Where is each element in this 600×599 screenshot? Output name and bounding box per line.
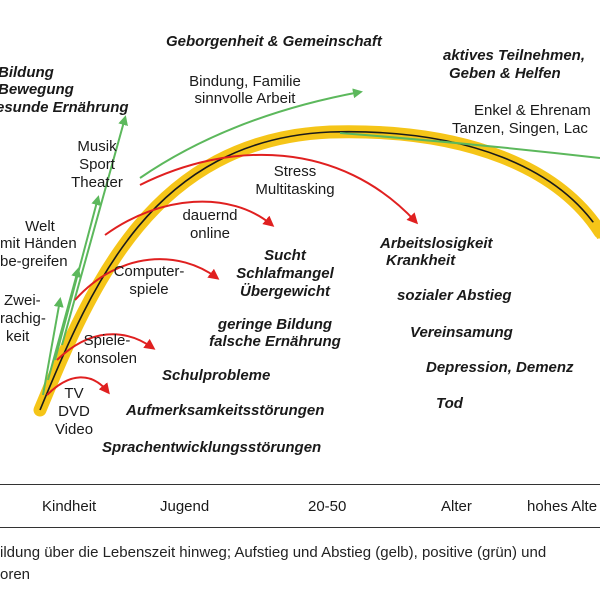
label-sport: Sport bbox=[79, 156, 115, 173]
label-dvd: DVD bbox=[58, 403, 90, 420]
green-arrow-bildung bbox=[61, 115, 128, 346]
caption-line-1: ildung über die Lebenszeit hinweg; Aufst… bbox=[0, 544, 547, 561]
label-stress-1: Stress bbox=[273, 163, 317, 180]
label-schlafmangel: Schlafmangel bbox=[236, 265, 334, 282]
green-arrow-enkel bbox=[339, 132, 600, 159]
axis-bottom-line bbox=[0, 527, 600, 528]
tick-alter: Alter bbox=[441, 498, 472, 515]
label-tod: Tod bbox=[436, 395, 463, 412]
red-arrow-computer bbox=[74, 258, 220, 301]
label-video: Video bbox=[54, 421, 94, 438]
red-arrow-spiele bbox=[56, 333, 156, 361]
label-aktives-1: aktives Teilnehmen, bbox=[443, 47, 586, 64]
label-depression: Depression, Demenz bbox=[426, 359, 574, 376]
label-sozialer-abstieg: sozialer Abstieg bbox=[397, 287, 512, 304]
label-enkel-2: Tanzen, Singen, Lac bbox=[452, 120, 588, 137]
green-arrow-zwei bbox=[42, 297, 64, 396]
label-musik: Musik bbox=[77, 138, 117, 155]
label-zwei-1: Zwei- bbox=[4, 292, 41, 309]
label-tv: TV bbox=[64, 385, 84, 402]
life-curve-line bbox=[39, 130, 600, 411]
label-bindung-2: sinnvolle Arbeit bbox=[194, 90, 296, 107]
label-geborgenheit: Geborgenheit & Gemeinschaft bbox=[166, 33, 382, 50]
label-welt-1: Welt bbox=[25, 218, 55, 235]
label-theater: Theater bbox=[71, 174, 123, 191]
red-arrow-online bbox=[104, 200, 275, 236]
green-arrow-bindung bbox=[139, 88, 363, 179]
label-sucht: Sucht bbox=[264, 247, 306, 264]
label-dauernd-1: dauernd bbox=[182, 207, 238, 224]
label-zwei-3: keit bbox=[6, 328, 30, 345]
label-bildung-2: Bewegung bbox=[0, 81, 74, 98]
label-zwei-2: rachig- bbox=[0, 310, 46, 327]
green-arrow-musik bbox=[54, 195, 102, 361]
label-bindung-1: Bindung, Familie bbox=[189, 73, 301, 90]
label-computer-1: Computer- bbox=[113, 263, 185, 280]
label-stress-2: Multitasking bbox=[255, 181, 335, 198]
label-arbeitslosigkeit: Arbeitslosigkeit bbox=[380, 235, 493, 252]
label-bildung-3: esunde Ernährung bbox=[0, 99, 129, 116]
label-schulprobleme: Schulprobleme bbox=[162, 367, 271, 384]
figure-caption: ildung über die Lebenszeit hinweg; Aufst… bbox=[0, 542, 600, 586]
label-aktives-2: Geben & Helfen bbox=[449, 65, 561, 82]
label-bildung-1: Bildung bbox=[0, 64, 54, 81]
label-welt-2: mit Händen bbox=[0, 235, 77, 252]
tick-20-50: 20-50 bbox=[308, 498, 347, 515]
tick-kindheit: Kindheit bbox=[42, 498, 97, 515]
label-sprachentwicklung: Sprachentwicklungsstörungen bbox=[102, 439, 322, 456]
label-geringe-bildung: geringe Bildung bbox=[217, 316, 333, 333]
label-dauernd-2: online bbox=[189, 225, 231, 242]
label-spiele-2: konsolen bbox=[76, 350, 138, 367]
label-vereinsamung: Vereinsamung bbox=[410, 324, 513, 341]
curve-end-stub bbox=[591, 220, 600, 240]
caption-line-2: oren bbox=[0, 566, 31, 583]
label-uebergewicht: Übergewicht bbox=[239, 283, 330, 300]
red-arrow-tv bbox=[46, 376, 110, 396]
label-computer-2: spiele bbox=[129, 281, 169, 298]
label-spiele-1: Spiele- bbox=[83, 332, 131, 349]
label-enkel-1: Enkel & Ehrenam bbox=[474, 102, 591, 119]
tick-hohes-alter: hohes Alte bbox=[527, 498, 598, 515]
label-krankheit: Krankheit bbox=[386, 252, 456, 269]
label-falsche-ernaehrung: falsche Ernährung bbox=[209, 333, 341, 350]
red-arrow-stress bbox=[139, 153, 419, 225]
label-aufmerksamkeit: Aufmerksamkeitsstörungen bbox=[126, 402, 325, 419]
axis-top-line bbox=[0, 484, 600, 485]
label-welt-3: be-greifen bbox=[0, 253, 68, 270]
tick-jugend: Jugend bbox=[160, 498, 210, 515]
